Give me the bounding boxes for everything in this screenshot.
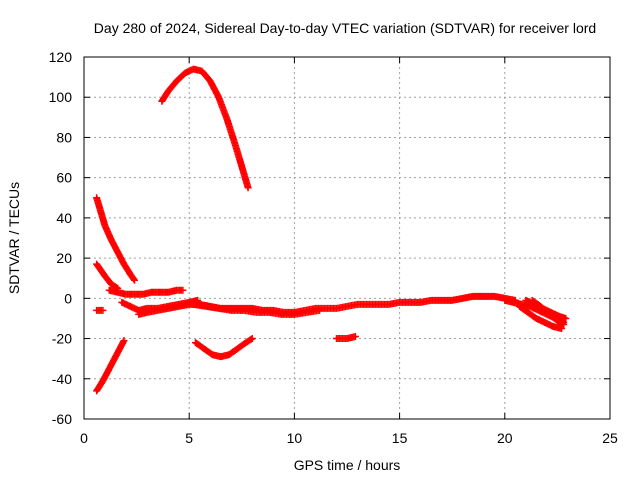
data-point — [99, 306, 107, 314]
y-tick-label: 120 — [49, 49, 73, 65]
plot-frame — [83, 56, 611, 420]
y-tick-label: -20 — [52, 331, 72, 347]
series-arc-j — [192, 335, 256, 361]
y-tick-label: 0 — [64, 290, 72, 306]
x-tick-label: 5 — [185, 430, 193, 446]
data-point — [316, 306, 324, 314]
y-tick-label: -40 — [52, 371, 72, 387]
series-arc-h — [135, 292, 519, 318]
data-point — [351, 333, 359, 341]
series-arc-f — [105, 286, 187, 298]
series-arc-o — [528, 296, 568, 328]
y-tick-label: 100 — [49, 89, 73, 105]
x-tick-label: 15 — [392, 430, 408, 446]
data-point — [562, 314, 570, 322]
y-tick-label: 60 — [56, 170, 72, 186]
grid-lines — [84, 57, 610, 419]
series-arc-i — [189, 300, 324, 318]
series-arc-e — [93, 306, 107, 314]
data-point — [120, 337, 128, 345]
series-arc-a — [158, 65, 252, 192]
series-arc-d — [93, 337, 128, 395]
x-tick-label: 0 — [80, 430, 88, 446]
y-tick-label: 20 — [56, 250, 72, 266]
y-axis-label: SDTVAR / TECUs — [6, 182, 22, 294]
data-point — [130, 275, 138, 283]
series-arc-b — [93, 194, 138, 284]
data-point — [248, 335, 256, 343]
y-tick-label: 80 — [56, 129, 72, 145]
series-arc-k — [332, 333, 359, 343]
data-point — [560, 320, 568, 328]
chart-title: Day 280 of 2024, Sidereal Day-to-day VTE… — [94, 20, 596, 36]
data-point — [130, 276, 138, 284]
y-tick-label: -60 — [52, 411, 72, 427]
x-tick-label: 25 — [602, 430, 618, 446]
series-arc-c — [93, 260, 122, 292]
axis-ticks: 0 5 10 15 20 25 -60 -40 -20 0 20 40 60 80 100 120 — [49, 49, 618, 446]
x-axis-label: GPS time / hours — [294, 457, 401, 473]
data-point — [179, 286, 187, 294]
data-marks — [93, 65, 570, 395]
x-tick-label: 10 — [287, 430, 303, 446]
x-tick-label: 20 — [497, 430, 513, 446]
y-tick-label: 40 — [56, 210, 72, 226]
data-point — [558, 320, 566, 328]
data-point — [247, 335, 255, 343]
series-arc-n — [516, 302, 566, 332]
data-point — [244, 184, 252, 192]
